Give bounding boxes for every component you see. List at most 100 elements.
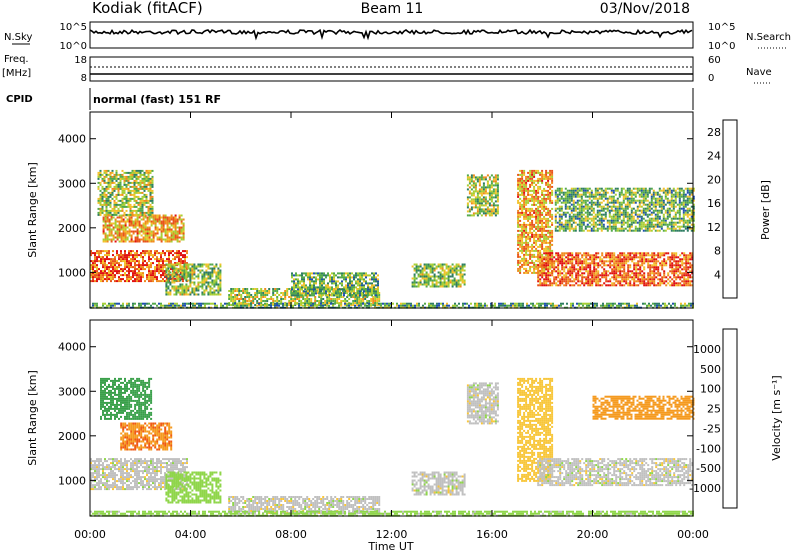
echo-cell — [470, 184, 473, 187]
echo-cell — [328, 294, 331, 296]
echo-cell — [527, 249, 530, 252]
echo-cell — [99, 189, 102, 192]
echo-cell — [525, 217, 528, 220]
echo-cell — [633, 268, 636, 271]
echo-cell — [365, 274, 367, 277]
echo-cell — [574, 191, 577, 194]
echo-cell — [120, 274, 122, 277]
echo-cell — [242, 298, 245, 300]
echo-cell — [130, 240, 133, 243]
echo-cell — [547, 276, 550, 279]
echo-cell — [351, 290, 353, 293]
echo-cell — [230, 296, 233, 298]
echo-cell — [556, 193, 559, 196]
echo-cell — [539, 201, 542, 204]
echo-cell — [319, 284, 321, 287]
echo-cell — [131, 197, 134, 200]
echo-cell — [143, 183, 146, 186]
echo-cell — [137, 209, 140, 212]
echo-cell — [131, 189, 134, 192]
echo-cell — [135, 179, 138, 182]
echo-cell — [144, 268, 146, 271]
echo-cell — [539, 205, 542, 208]
echo-cell — [455, 273, 458, 276]
echo-cell — [323, 274, 325, 277]
echo-cell — [472, 174, 475, 177]
echo-cell — [118, 222, 121, 225]
echo-cell — [567, 258, 570, 261]
echo-cell — [158, 214, 161, 217]
echo-cell — [519, 237, 522, 240]
echo-cell — [114, 218, 117, 221]
echo-cell — [125, 209, 128, 212]
echo-cell — [139, 197, 142, 200]
echo-cell — [459, 265, 462, 268]
echo-cell — [569, 272, 572, 275]
echo-cell — [557, 284, 560, 287]
echo-cell — [593, 254, 596, 257]
echo-cell — [560, 207, 563, 210]
echo-cell — [133, 181, 136, 184]
echo-cell — [649, 276, 652, 279]
echo-cell — [130, 216, 133, 219]
echo-cell — [623, 254, 626, 257]
echo-cell — [486, 206, 489, 209]
echo-cell — [120, 250, 122, 253]
echo-cell — [321, 278, 323, 281]
echo-cell — [260, 300, 263, 302]
echo-cell — [137, 195, 140, 198]
echo-cell — [663, 272, 666, 275]
echo-cell — [661, 262, 664, 265]
echo-cell — [336, 302, 339, 304]
echo-cell — [533, 229, 536, 232]
echo-cell — [178, 254, 180, 257]
echo-cell — [113, 181, 116, 184]
echo-cell — [319, 292, 321, 295]
echo-cell — [595, 276, 598, 279]
echo-cell — [136, 250, 138, 253]
echo-cell — [519, 233, 522, 236]
echo-cell — [645, 252, 648, 255]
echo-cell — [349, 274, 351, 277]
echo-cell — [547, 272, 550, 275]
echo-cell — [425, 273, 428, 276]
echo-cell — [209, 275, 212, 278]
echo-cell — [344, 300, 347, 302]
echo-cell — [321, 276, 323, 279]
echo-cell — [162, 238, 165, 241]
echo-cell — [531, 209, 534, 212]
echo-cell — [541, 258, 544, 261]
echo-cell — [147, 209, 150, 212]
echo-cell — [533, 169, 536, 172]
echo-cell — [549, 258, 552, 261]
echo-cell — [293, 288, 295, 291]
echo-cell — [521, 241, 524, 244]
echo-cell — [141, 213, 144, 216]
echo-cell — [531, 207, 534, 210]
echo-cell — [537, 274, 540, 277]
echo-cell — [112, 276, 114, 279]
echo-cell — [566, 197, 569, 200]
echo-cell — [521, 213, 524, 216]
echo-cell — [290, 300, 293, 302]
echo-cell — [543, 187, 546, 190]
echo-cell — [109, 195, 112, 198]
echo-cell — [521, 235, 524, 238]
echo-cell — [560, 201, 563, 204]
echo-cell — [178, 216, 181, 219]
echo-cell — [537, 223, 540, 226]
echo-cell — [148, 278, 150, 281]
echo-cell — [215, 283, 218, 286]
echo-cell — [466, 176, 469, 179]
echo-cell — [613, 260, 616, 263]
echo-cell — [149, 189, 152, 192]
echo-cell — [427, 267, 430, 270]
echo-cell — [179, 277, 182, 280]
echo-cell — [413, 273, 416, 276]
echo-cell — [132, 280, 134, 283]
echo-cell — [258, 290, 261, 292]
echo-cell — [211, 271, 214, 274]
echo-cell — [124, 254, 126, 257]
echo-cell — [109, 203, 112, 206]
echo-cell — [164, 254, 166, 257]
